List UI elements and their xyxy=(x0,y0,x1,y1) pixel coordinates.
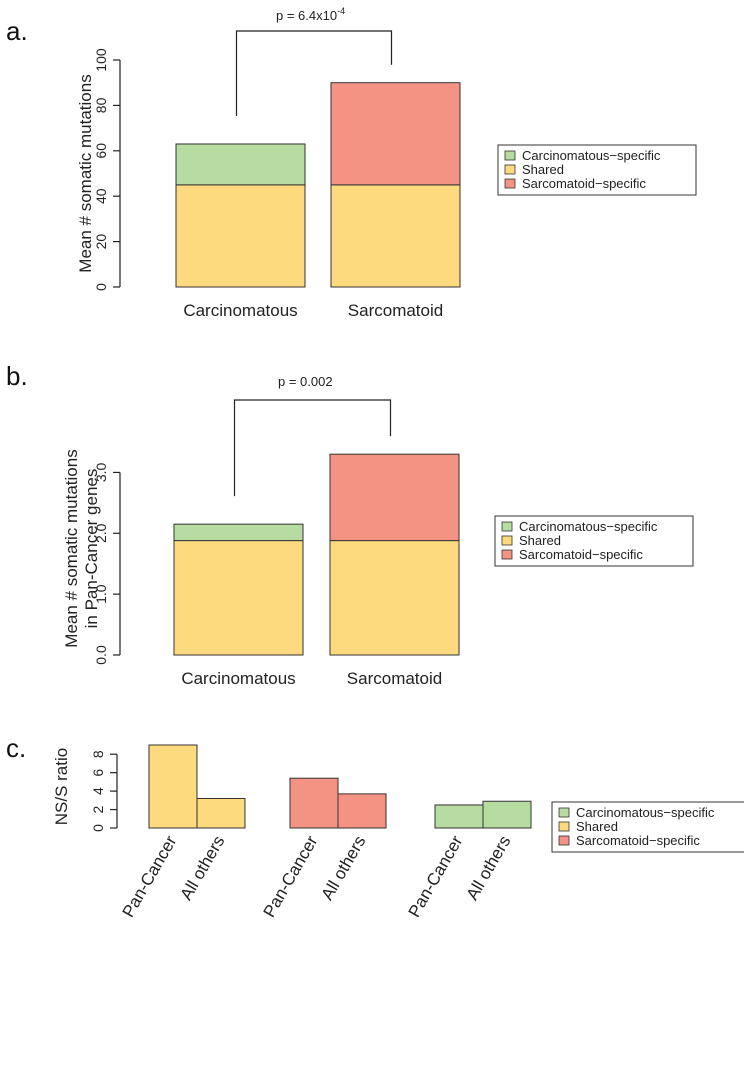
chart-a-category-label: Sarcomatoid xyxy=(348,301,443,320)
chart-a: 0 20 40 60 80 100 Carcinomatous Sarcomatoid Mean… xyxy=(76,30,697,320)
chart-a-bar-sarcomatoid-specific xyxy=(330,82,461,186)
chart-b-legend-swatch xyxy=(501,535,513,546)
chart-c-legend-swatch xyxy=(558,835,570,846)
panel-a-pvalue-base: p = 6.4x10 xyxy=(276,8,337,23)
chart-a-y-axis-label: Mean # somatic mutations xyxy=(76,74,95,272)
chart-c-y-tick-label: 0 xyxy=(90,824,106,832)
chart-c-bar-shared xyxy=(196,797,246,829)
chart-b-y-axis-label: Mean # somatic mutations xyxy=(62,449,81,647)
chart-c-category-label: Pan-Cancer xyxy=(260,832,322,920)
chart-c-y-tick-label: 8 xyxy=(90,750,106,758)
chart-c-legend-label: Shared xyxy=(576,819,618,834)
chart-a-y-tick-label: 20 xyxy=(93,234,109,250)
chart-b-legend-box xyxy=(494,515,694,567)
chart-a-bar-shared xyxy=(330,184,461,288)
chart-c-bar-sarcomatoid-specific xyxy=(337,793,387,829)
chart-b-legend-swatch xyxy=(501,549,513,560)
chart-c-y-axis-label: NS/S ratio xyxy=(52,748,71,825)
chart-a-legend-swatch xyxy=(504,150,516,161)
chart-c-bar-carcinomatous-specific xyxy=(482,800,532,829)
chart-b-y-tick-label: 1.0 xyxy=(93,584,109,604)
chart-b-bar-carcinomatous-specific xyxy=(173,523,304,542)
chart-b: 0.0 1.0 2.0 3.0 Carcinomatous Sarcomatoid Mean… xyxy=(62,399,694,688)
chart-a-significance-bracket xyxy=(235,30,393,116)
panel-a-label: a. xyxy=(6,16,28,46)
chart-b-legend-label: Sarcomatoid−specific xyxy=(519,547,643,562)
chart-c-legend-box xyxy=(551,801,744,853)
chart-b-legend-label: Shared xyxy=(519,533,561,548)
panel-a-pvalue: p = 6.4x10-4 xyxy=(276,6,345,23)
chart-c-category-label: All others xyxy=(177,833,229,904)
chart-b-legend-label: Carcinomatous−specific xyxy=(519,519,658,534)
chart-a-legend-box xyxy=(497,144,697,196)
chart-c-category-label: Pan-Cancer xyxy=(405,832,467,920)
chart-b-legend-swatch xyxy=(501,521,513,532)
chart-a-y-tick-label: 40 xyxy=(93,188,109,204)
chart-a-legend-label: Sarcomatoid−specific xyxy=(522,176,646,191)
chart-b-y-tick-label: 2.0 xyxy=(93,523,109,543)
chart-b-y-tick-label: 0.0 xyxy=(93,645,109,665)
chart-c-bar-shared xyxy=(148,744,198,829)
chart-c-category-label: Pan-Cancer xyxy=(119,832,181,920)
chart-a-y-tick-label: 0 xyxy=(93,283,109,291)
chart-a-legend-label: Carcinomatous−specific xyxy=(522,148,661,163)
chart-c-legend-swatch xyxy=(558,821,570,832)
chart-a-y-tick-label: 60 xyxy=(93,143,109,159)
chart-a-legend-label: Shared xyxy=(522,162,564,177)
chart-c-legend-label: Sarcomatoid−specific xyxy=(576,833,700,848)
chart-a-category-label: Carcinomatous xyxy=(183,301,297,320)
chart-c-y-tick-label: 4 xyxy=(90,787,106,795)
panel-b-pvalue: p = 0.002 xyxy=(278,374,333,389)
chart-c-y-tick-label: 2 xyxy=(90,805,106,813)
chart-c-category-label: All others xyxy=(318,833,370,904)
chart-b-category-label: Sarcomatoid xyxy=(347,669,442,688)
chart-c-category-label: All others xyxy=(463,833,515,904)
chart-a-y-tick-label: 80 xyxy=(93,97,109,113)
chart-a-y-tick-label: 100 xyxy=(93,48,109,72)
chart-b-y-tick-label: 3.0 xyxy=(93,462,109,482)
chart-b-bar-shared xyxy=(173,540,304,656)
chart-c-y-tick-label: 6 xyxy=(90,769,106,777)
chart-b-category-label: Carcinomatous xyxy=(181,669,295,688)
chart-b-significance-bracket xyxy=(233,399,392,497)
panel-b-label: b. xyxy=(6,361,28,391)
chart-c-legend-swatch xyxy=(558,807,570,818)
panel-a-pvalue-exp: -4 xyxy=(337,6,345,16)
chart-c-bar-carcinomatous-specific xyxy=(434,804,484,829)
chart-c-legend-label: Carcinomatous−specific xyxy=(576,805,715,820)
chart-b-bar-sarcomatoid-specific xyxy=(329,453,460,542)
chart-a-legend-swatch xyxy=(504,178,516,189)
chart-b-y-axis-label: in Pan-Cancer genes xyxy=(82,469,101,629)
chart-a-bar-carcinomatous-specific xyxy=(175,143,306,186)
chart-a-bar-shared xyxy=(175,184,306,288)
chart-c-bar-sarcomatoid-specific xyxy=(289,777,339,829)
chart-b-bar-shared xyxy=(329,540,460,656)
chart-a-legend-swatch xyxy=(504,164,516,175)
panel-c-label: c. xyxy=(6,733,26,763)
